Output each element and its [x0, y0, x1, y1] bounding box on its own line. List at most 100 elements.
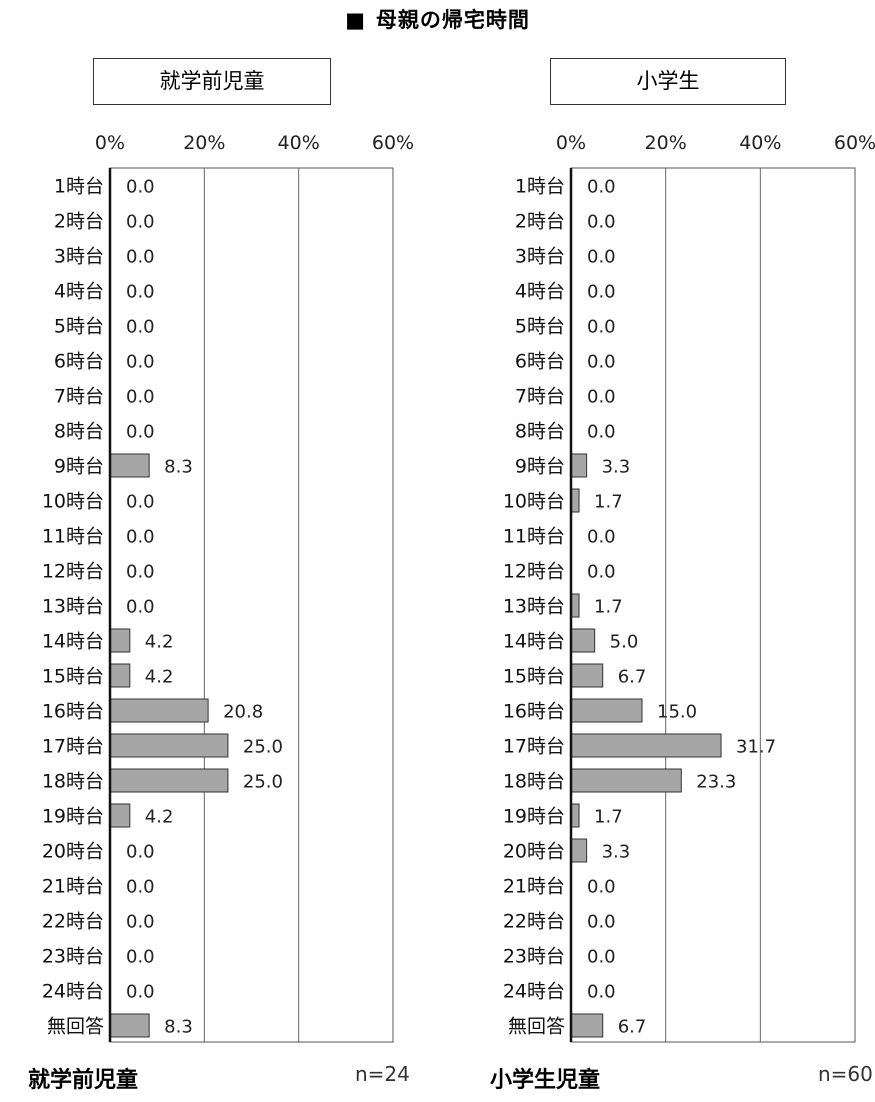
- category-label: 5時台: [515, 316, 565, 338]
- category-label: 14時台: [503, 631, 565, 653]
- data-label: 31.7: [736, 737, 776, 758]
- category-label: 8時台: [54, 421, 104, 443]
- category-label: 7時台: [54, 386, 104, 408]
- bar: [570, 733, 722, 758]
- chart-panel-preschool: 就学前児童 0% 20% 40% 60% 1時台 0.0 2時台 0.0 3時台 0.0 4時台 0.…: [0, 0, 430, 1102]
- footer-title: 就学前児童: [28, 1068, 139, 1093]
- bar-chart-preschool: 0% 20% 40% 60% 1時台 0.0 2時台 0.0 3時台 0.0 4時台 0.0 5時台 0.…: [42, 132, 414, 1043]
- data-label: 1.7: [594, 492, 623, 513]
- data-label: 20.8: [223, 702, 263, 723]
- data-label: 0.0: [126, 317, 155, 338]
- data-label: 25.0: [243, 737, 283, 758]
- data-label: 0.0: [126, 912, 155, 933]
- category-label: 無回答: [508, 1016, 565, 1038]
- x-tick-label: 60%: [372, 132, 414, 154]
- category-label: 2時台: [54, 211, 104, 233]
- footer-title: 小学生児童: [490, 1068, 601, 1093]
- category-label: 1時台: [54, 176, 104, 198]
- bar: [570, 838, 588, 863]
- category-label: 10時台: [503, 491, 565, 513]
- data-label: 0.0: [587, 422, 616, 443]
- data-label: 5.0: [610, 632, 639, 653]
- category-label: 12時台: [503, 561, 565, 583]
- category-label: 8時台: [515, 421, 565, 443]
- data-label: 0.0: [587, 177, 616, 198]
- category-label: 13時台: [42, 596, 104, 618]
- category-label: 4時台: [54, 281, 104, 303]
- category-label: 9時台: [54, 456, 104, 478]
- category-label: 14時台: [42, 631, 104, 653]
- category-label: 1時台: [515, 176, 565, 198]
- category-label: 19時台: [503, 806, 565, 828]
- data-label: 0.0: [126, 387, 155, 408]
- category-label: 6時台: [54, 351, 104, 373]
- title-marker: ■: [345, 8, 366, 32]
- data-label: 4.2: [145, 632, 174, 653]
- panel-title-box: 小学生: [550, 58, 786, 105]
- data-label: 0.0: [126, 597, 155, 618]
- category-label: 10時台: [42, 491, 104, 513]
- category-label: 15時台: [503, 666, 565, 688]
- category-label: 12時台: [42, 561, 104, 583]
- category-label: 11時台: [42, 526, 104, 548]
- category-label: 無回答: [47, 1016, 104, 1038]
- category-label: 17時台: [42, 736, 104, 758]
- data-label: 0.0: [126, 352, 155, 373]
- bar: [570, 768, 682, 793]
- category-label: 11時台: [503, 526, 565, 548]
- data-label: 3.3: [602, 457, 631, 478]
- category-label: 18時台: [503, 771, 565, 793]
- panel-title-box: 就学前児童: [93, 58, 331, 105]
- data-label: 0.0: [587, 982, 616, 1003]
- data-label: 0.0: [587, 947, 616, 968]
- bar: [570, 698, 643, 723]
- data-label: 0.0: [126, 982, 155, 1003]
- data-label: 0.0: [126, 527, 155, 548]
- data-label: 0.0: [587, 352, 616, 373]
- category-label: 19時台: [42, 806, 104, 828]
- x-tick-label: 40%: [278, 132, 320, 154]
- category-label: 2時台: [515, 211, 565, 233]
- data-label: 0.0: [587, 912, 616, 933]
- category-label: 3時台: [515, 246, 565, 268]
- data-label: 4.2: [145, 807, 174, 828]
- category-label: 23時台: [42, 946, 104, 968]
- category-label: 15時台: [42, 666, 104, 688]
- x-tick-label: 40%: [739, 132, 781, 154]
- data-label: 0.0: [587, 562, 616, 583]
- data-label: 8.3: [164, 1017, 193, 1038]
- category-label: 21時台: [503, 876, 565, 898]
- data-label: 0.0: [587, 387, 616, 408]
- category-label: 24時台: [42, 981, 104, 1003]
- category-label: 20時台: [503, 841, 565, 863]
- data-label: 3.3: [602, 842, 631, 863]
- category-label: 6時台: [515, 351, 565, 373]
- data-label: 15.0: [657, 702, 697, 723]
- data-label: 1.7: [594, 597, 623, 618]
- x-tick-label: 20%: [183, 132, 225, 154]
- data-label: 1.7: [594, 807, 623, 828]
- page-title: ■ 母親の帰宅時間: [0, 4, 875, 34]
- data-label: 0.0: [587, 247, 616, 268]
- x-tick-label: 60%: [834, 132, 875, 154]
- data-label: 0.0: [126, 177, 155, 198]
- bar: [570, 628, 596, 653]
- title-text: 母親の帰宅時間: [375, 8, 530, 32]
- data-label: 0.0: [126, 492, 155, 513]
- x-tick-label: 20%: [645, 132, 687, 154]
- category-label: 24時台: [503, 981, 565, 1003]
- data-label: 0.0: [126, 247, 155, 268]
- category-label: 21時台: [42, 876, 104, 898]
- category-label: 23時台: [503, 946, 565, 968]
- data-label: 6.7: [618, 1017, 647, 1038]
- category-label: 13時台: [503, 596, 565, 618]
- data-label: 4.2: [145, 667, 174, 688]
- data-label: 0.0: [126, 212, 155, 233]
- data-label: 8.3: [164, 457, 193, 478]
- category-label: 3時台: [54, 246, 104, 268]
- category-label: 16時台: [503, 701, 565, 723]
- category-label: 5時台: [54, 316, 104, 338]
- data-label: 25.0: [243, 772, 283, 793]
